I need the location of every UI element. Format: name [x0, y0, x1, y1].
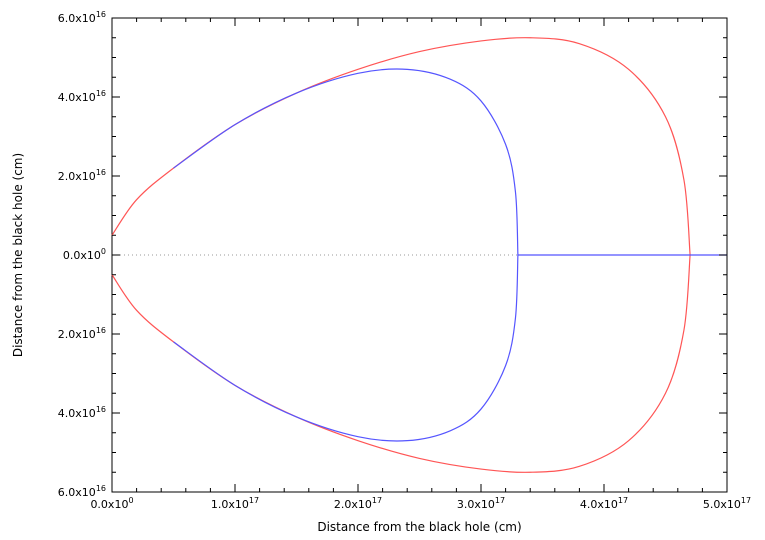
- x-axis-label: Distance from the black hole (cm): [317, 520, 521, 534]
- series-group: [111, 37, 727, 473]
- x-tick-label: 3.0x1017: [457, 496, 505, 511]
- tick-exponent: 17: [618, 496, 628, 505]
- y-tick-label: 4.0x1016: [58, 405, 106, 420]
- x-tick-label: 2.0x1017: [334, 496, 382, 511]
- y-tick-label: 4.0x1016: [58, 89, 106, 104]
- y-tick-label: 6.0x1016: [58, 484, 106, 499]
- series-1-upper-line: [173, 68, 519, 256]
- tick-exponent: 17: [495, 496, 505, 505]
- ticks-group: [111, 17, 728, 493]
- tick-mantissa: 0.0x10: [63, 249, 101, 262]
- tick-exponent: 17: [741, 496, 751, 505]
- y-tick-labels: 6.0x10164.0x10162.0x10160.0x1002.0x10164…: [58, 10, 106, 499]
- x-tick-label: 4.0x1017: [580, 496, 628, 511]
- y-axis-label: Distance from the black hole (cm): [11, 153, 25, 357]
- tick-mantissa: 6.0x10: [58, 486, 96, 499]
- tick-mantissa: 2.0x10: [334, 498, 372, 511]
- tick-exponent: 0: [128, 496, 133, 505]
- series-1-lower-line: [173, 254, 519, 442]
- tick-mantissa: 4.0x10: [58, 407, 96, 420]
- tick-mantissa: 6.0x10: [58, 12, 96, 25]
- tick-exponent: 0: [101, 247, 106, 256]
- y-tick-label: 6.0x1016: [58, 10, 106, 25]
- tick-exponent: 16: [96, 10, 106, 19]
- series-0-lower-line: [111, 254, 691, 473]
- tick-mantissa: 2.0x10: [58, 170, 96, 183]
- x-tick-label: 1.0x1017: [211, 496, 259, 511]
- tick-mantissa: 4.0x10: [580, 498, 618, 511]
- y-tick-label: 2.0x1016: [58, 168, 106, 183]
- tick-mantissa: 1.0x10: [211, 498, 249, 511]
- y-tick-label: 2.0x1016: [58, 326, 106, 341]
- tick-exponent: 16: [96, 168, 106, 177]
- tick-mantissa: 2.0x10: [58, 328, 96, 341]
- tick-mantissa: 0.0x10: [90, 498, 128, 511]
- tick-mantissa: 3.0x10: [457, 498, 495, 511]
- tick-mantissa: 5.0x10: [703, 498, 741, 511]
- y-tick-label: 0.0x100: [63, 247, 106, 262]
- tick-mantissa: 4.0x10: [58, 91, 96, 104]
- x-tick-label: 5.0x1017: [703, 496, 751, 511]
- x-tick-labels: 0.0x100 1.0x1017 2.0x1017 3.0x1017 4.0x1017 5…: [90, 496, 751, 511]
- tick-exponent: 17: [249, 496, 259, 505]
- tick-exponent: 16: [96, 89, 106, 98]
- tick-exponent: 16: [96, 405, 106, 414]
- tick-exponent: 16: [96, 326, 106, 335]
- x-tick-label: 0.0x100: [90, 496, 133, 511]
- tick-exponent: 16: [96, 484, 106, 493]
- series-0-upper-line: [111, 37, 691, 256]
- tick-exponent: 17: [372, 496, 382, 505]
